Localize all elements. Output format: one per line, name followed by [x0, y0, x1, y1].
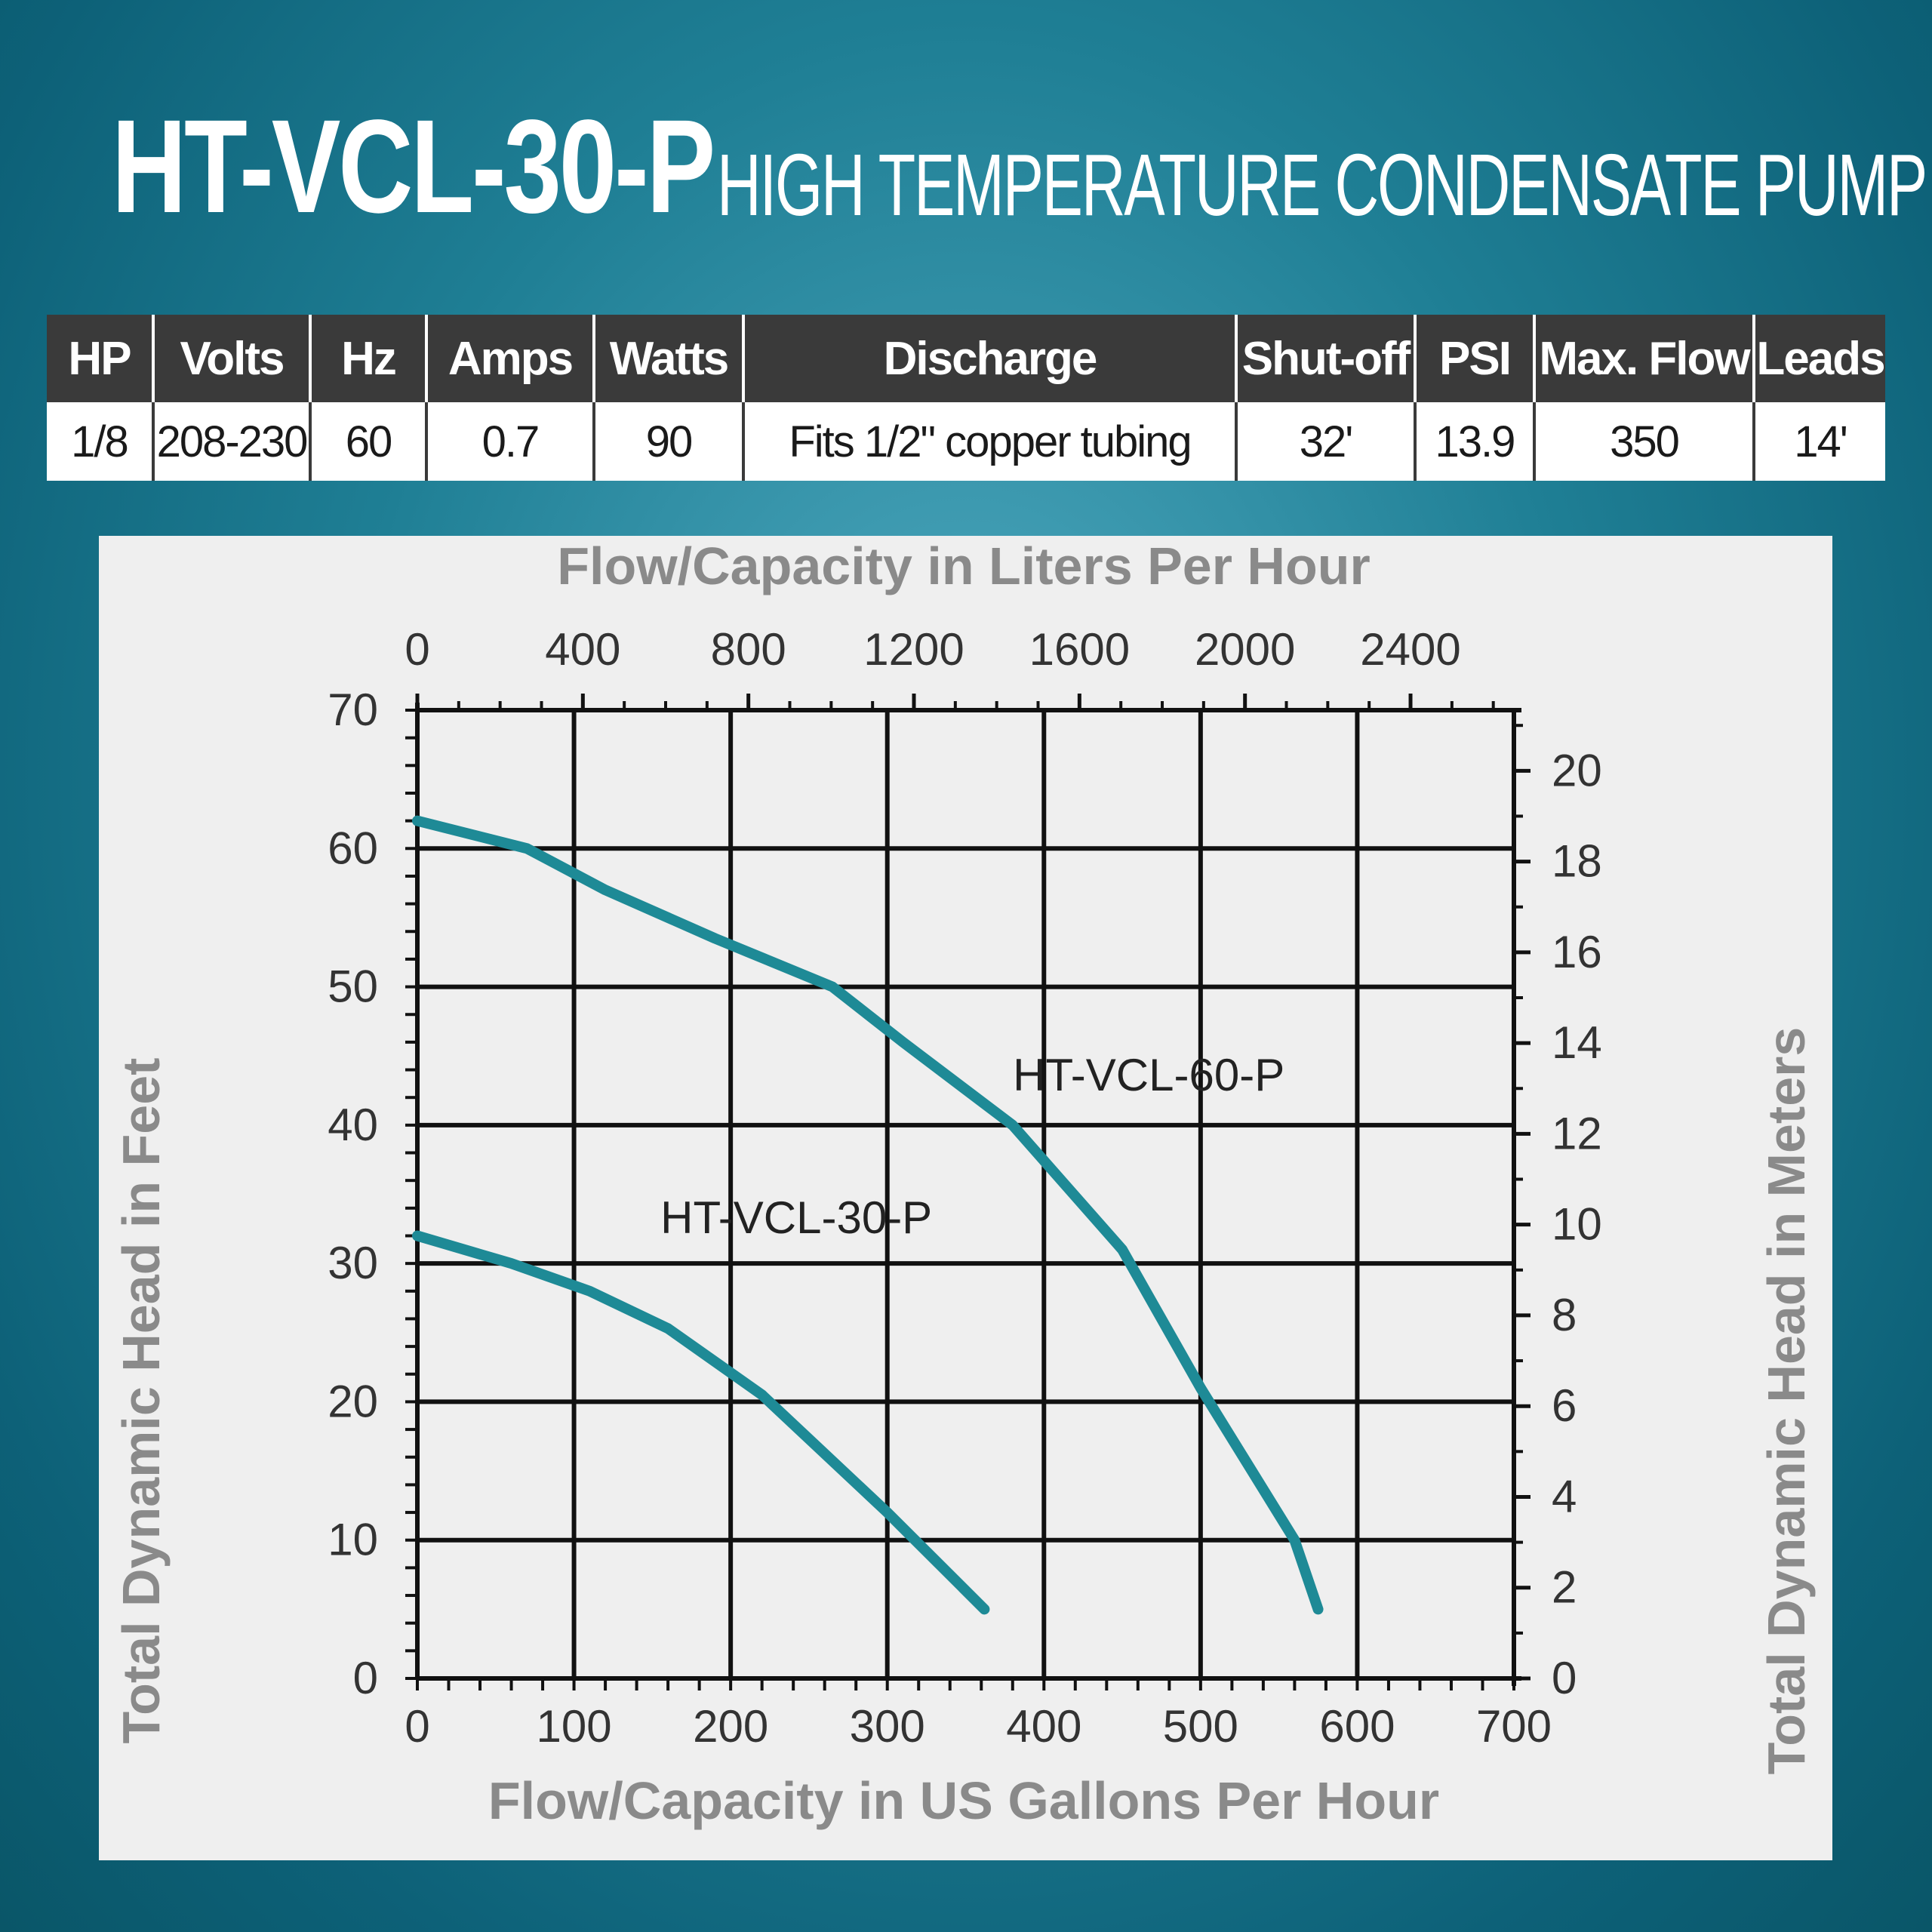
spec-value-psi: 13.9	[1415, 402, 1536, 481]
spec-value-max-flow: 350	[1534, 402, 1755, 481]
y2-tick-label: 0	[1552, 1653, 1577, 1703]
y2-tick-label: 18	[1552, 836, 1602, 887]
y-tick-label: 70	[328, 685, 378, 735]
x2-tick-label: 800	[711, 624, 786, 675]
y2-tick-label: 6	[1552, 1380, 1577, 1431]
spec-header-row: HP Volts Hz Amps Watts Discharge Shut-of…	[47, 315, 1886, 402]
y2-tick-label: 20	[1552, 745, 1602, 795]
y-axis-title: Total Dynamic Head in Feet	[112, 1058, 171, 1744]
series-line-ht-vcl-60-p	[412, 815, 1324, 1615]
y-tick-label: 40	[328, 1100, 378, 1150]
spec-header-shutoff: Shut-off	[1236, 315, 1417, 402]
x-tick-label: 500	[1163, 1701, 1238, 1752]
spec-value-discharge: Fits 1/2" copper tubing	[743, 402, 1238, 481]
x2-tick-label: 400	[545, 624, 620, 675]
grid-layer	[415, 703, 1521, 1686]
spec-header-max-flow: Max. Flow	[1534, 315, 1755, 402]
x-tick-label: 100	[537, 1701, 612, 1752]
model-name: HT-VCL-30-P	[112, 93, 715, 241]
spec-value-volts: 208-230	[153, 402, 312, 481]
x-tick-label: 300	[850, 1701, 925, 1752]
spec-value-hp: 1/8	[47, 402, 155, 481]
spec-header-watts: Watts	[594, 315, 745, 402]
spec-value-hz: 60	[310, 402, 428, 481]
x-tick-label: 600	[1319, 1701, 1395, 1752]
y2-tick-label: 14	[1552, 1017, 1602, 1068]
spec-value-watts: 90	[594, 402, 745, 481]
x2-tick-label: 0	[405, 624, 429, 675]
series-line-ht-vcl-30-p	[412, 1230, 990, 1615]
spec-table: HP Volts Hz Amps Watts Discharge Shut-of…	[47, 315, 1886, 481]
y-tick-label: 60	[328, 823, 378, 873]
x-tick-label: 200	[693, 1701, 768, 1752]
y2-tick-label: 10	[1552, 1199, 1602, 1250]
tick-layer	[405, 694, 1531, 1690]
series-layer: HT-VCL-60-P HT-VCL-30-P	[412, 815, 1324, 1615]
spec-value-shutoff: 32'	[1236, 402, 1417, 481]
y2-axis-title: Total Dynamic Head in Meters	[1757, 1027, 1816, 1775]
y-tick-label: 20	[328, 1376, 378, 1426]
x-tick-label: 0	[405, 1701, 429, 1752]
chart-panel: Flow/Capacity in Liters Per Hour Flow/Ca…	[99, 536, 1832, 1860]
spec-value-leads: 14'	[1754, 402, 1885, 481]
y2-tick-label: 12	[1552, 1108, 1602, 1158]
x2-axis-title: Flow/Capacity in Liters Per Hour	[557, 537, 1370, 595]
spec-header-hp: HP	[47, 315, 155, 402]
x2-tick-label: 2400	[1360, 624, 1460, 675]
x2-tick-label: 1600	[1029, 624, 1130, 675]
spec-value-row: 1/8 208-230 60 0.7 90 Fits 1/2" copper t…	[47, 402, 1885, 481]
spec-header-discharge: Discharge	[743, 315, 1238, 402]
spec-header-amps: Amps	[426, 315, 595, 402]
x2-tick-label: 2000	[1195, 624, 1295, 675]
series-label-ht-vcl-60-p: HT-VCL-60-P	[1013, 1050, 1284, 1100]
pump-curve-chart: Flow/Capacity in Liters Per Hour Flow/Ca…	[112, 537, 1816, 1830]
series-label-ht-vcl-30-p: HT-VCL-30-P	[660, 1192, 932, 1243]
y2-tick-label: 16	[1552, 927, 1602, 977]
y-tick-label: 30	[328, 1238, 378, 1288]
product-description: HIGH TEMPERATURE CONDENSATE PUMP	[717, 136, 1927, 234]
y2-tick-label: 4	[1552, 1471, 1577, 1521]
y-tick-label: 50	[328, 961, 378, 1012]
x-tick-label: 400	[1006, 1701, 1081, 1752]
y2-tick-label: 2	[1552, 1562, 1577, 1613]
x-tick-label: 700	[1476, 1701, 1552, 1752]
spec-header-hz: Hz	[310, 315, 428, 402]
y-tick-label: 10	[328, 1515, 378, 1565]
spec-header-psi: PSI	[1415, 315, 1536, 402]
x2-tick-label: 1200	[863, 624, 964, 675]
spec-header-volts: Volts	[153, 315, 312, 402]
x-axis-title: Flow/Capacity in US Gallons Per Hour	[488, 1771, 1439, 1830]
y-tick-label: 0	[353, 1653, 378, 1703]
header: HT-VCL-30-P HIGH TEMPERATURE CONDENSATE …	[112, 91, 1927, 242]
spec-value-amps: 0.7	[426, 402, 595, 481]
y2-tick-label: 8	[1552, 1290, 1577, 1340]
spec-header-leads: Leads	[1754, 315, 1886, 402]
